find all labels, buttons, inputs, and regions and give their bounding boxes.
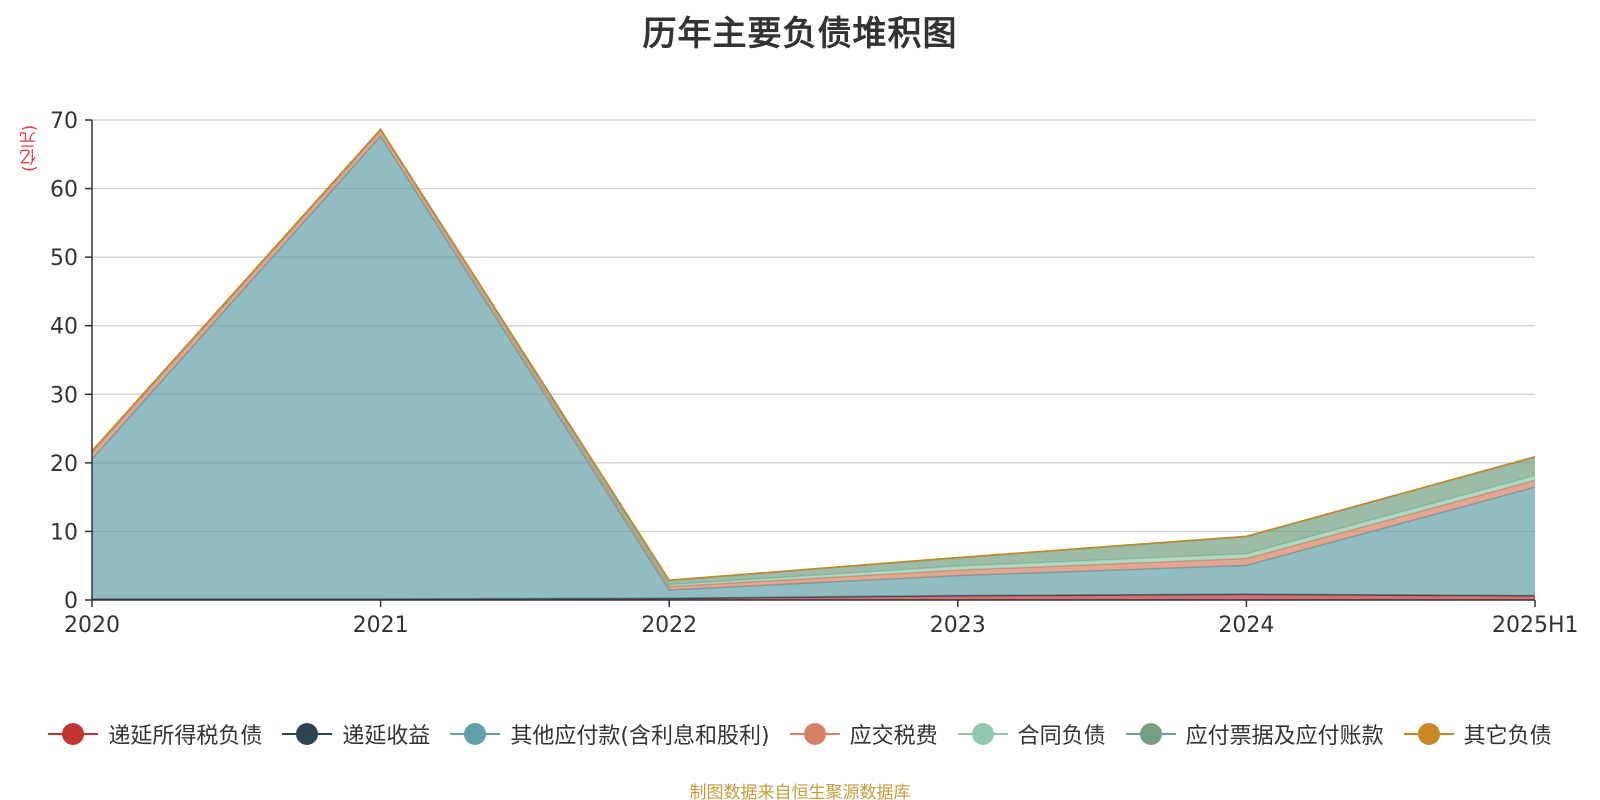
legend-label: 应付票据及应付账款: [1185, 724, 1384, 749]
x-tick-label: 2024: [1218, 613, 1274, 638]
legend-label: 递延所得税负债: [108, 724, 263, 749]
legend-label: 合同负债: [1017, 724, 1106, 749]
x-tick-label: 2023: [930, 613, 986, 638]
legend-label: 递延收益: [342, 724, 431, 749]
y-tick-label: 50: [50, 246, 78, 271]
legend-item-1[interactable]: 递延收益: [282, 718, 430, 750]
series-line-6: [91, 128, 1536, 581]
legend-marker-icon: [1125, 722, 1176, 746]
legend-label: 应交税费: [849, 724, 938, 749]
y-tick-label: 0: [64, 589, 78, 614]
legend-label: 其它负债: [1463, 724, 1552, 749]
legend-marker-icon: [282, 722, 333, 746]
x-tick-label: 2025H1: [1492, 613, 1579, 638]
legend-item-4[interactable]: 合同负债: [957, 718, 1106, 750]
series-areas: [91, 128, 1536, 601]
axes: [85, 119, 1536, 607]
legend-item-3[interactable]: 应交税费: [789, 718, 938, 750]
y-tick-label: 40: [50, 315, 78, 340]
legend-marker-icon: [48, 722, 99, 746]
legend-marker-icon: [450, 722, 501, 746]
y-tick-label: 70: [50, 109, 78, 134]
series-area-0: [92, 594, 1535, 600]
legend-label: 其他应付款(含利息和股利): [510, 724, 770, 749]
legend-item-6[interactable]: 其它负债: [1403, 718, 1552, 750]
legend-item-2[interactable]: 其他应付款(含利息和股利): [450, 718, 770, 750]
x-tick-label: 2022: [641, 613, 697, 638]
y-tick-label: 20: [50, 452, 78, 477]
y-tick-label: 30: [50, 383, 78, 408]
legend-marker-icon: [789, 722, 840, 746]
stacked-area-chart: 0 10 20 30 40 50 60 70 2020 2021 2022 2023 2024 2025H…: [50, 109, 1579, 638]
y-tick-label: 10: [50, 520, 78, 545]
source-note: 制图数据来自恒生聚源数据库: [689, 783, 911, 800]
y-axis-unit-label: (亿元): [20, 124, 40, 172]
x-tick-label: 2021: [353, 613, 409, 638]
legend-item-0[interactable]: 递延所得税负债: [48, 718, 262, 750]
y-tick-label: 60: [50, 178, 78, 203]
legend: 递延所得税负债 递延收益 其他应付款(含利息和股利) 应交税费 合同负债 应付票据及应付账…: [0, 716, 1600, 752]
legend-marker-icon: [957, 722, 1008, 746]
tick-labels: 0 10 20 30 40 50 60 70 2020 2021 2022 2023 2024 2025H…: [50, 109, 1579, 638]
legend-item-5[interactable]: 应付票据及应付账款: [1125, 718, 1384, 750]
series-area-2: [92, 136, 1535, 599]
x-tick-label: 2020: [64, 613, 120, 638]
legend-marker-icon: [1403, 722, 1454, 746]
chart-title: 历年主要负债堆积图: [642, 14, 958, 54]
